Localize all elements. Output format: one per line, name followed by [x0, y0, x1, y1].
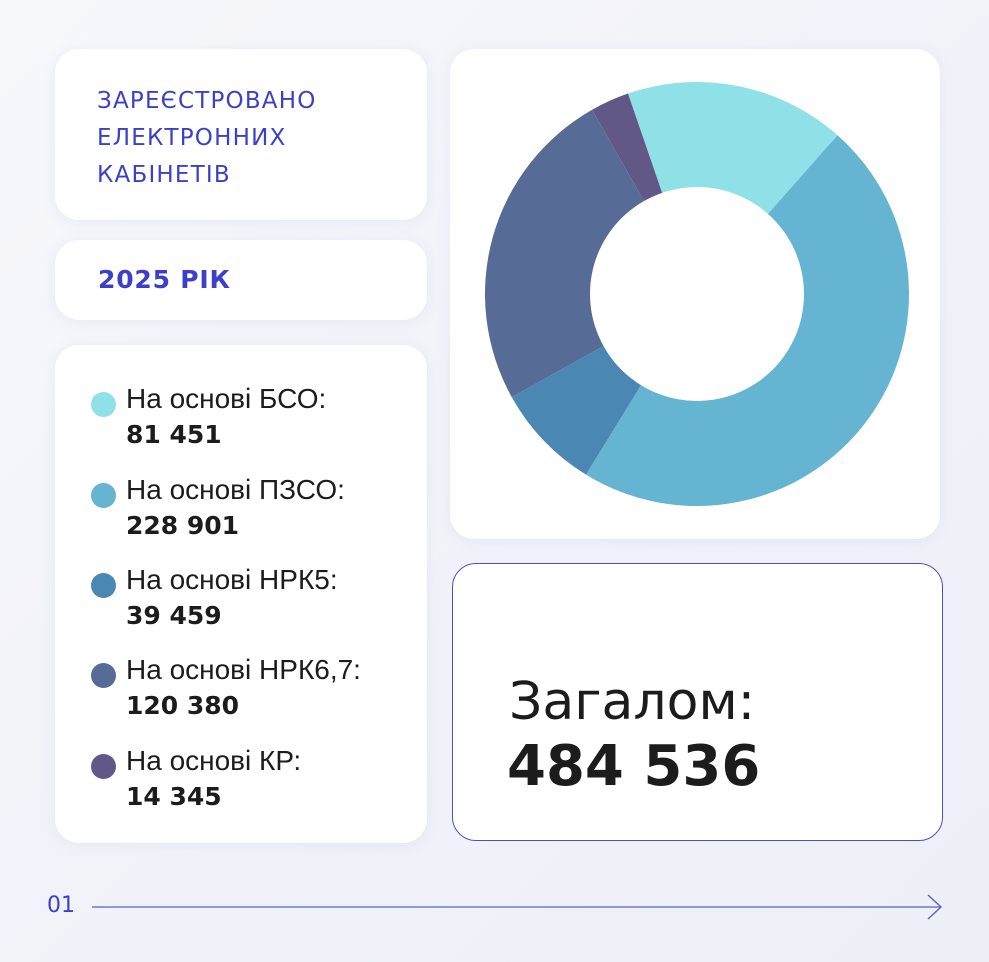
page-number: 01: [47, 893, 75, 918]
chart-legend: На основі БСО: 81 451 На основі ПЗСО: 22…: [55, 345, 427, 843]
year-card: 2025 РІК: [55, 240, 427, 320]
donut-slice-bso: [627, 82, 838, 214]
chart-card: [450, 49, 940, 539]
donut-slice-nrk67: [485, 109, 645, 398]
legend-label-bso: На основі БСО:: [126, 383, 327, 414]
total-value: 484 536: [507, 734, 761, 799]
legend-dot-bso: [91, 392, 116, 417]
legend-label-kr: На основі КР:: [126, 745, 302, 776]
total-card: Загалом: 484 536: [452, 563, 943, 841]
year-label: 2025 РІК: [98, 265, 231, 294]
page-title: ЗАРЕЄСТРОВАНО ЕЛЕКТРОННИХ КАБІНЕТІВ: [97, 88, 317, 188]
legend-value-bso: 81 451: [126, 420, 222, 449]
legend-value-nrk5: 39 459: [126, 601, 222, 630]
title-card: ЗАРЕЄСТРОВАНО ЕЛЕКТРОННИХ КАБІНЕТІВ: [55, 49, 427, 220]
legend-label-pzso: На основі ПЗСО:: [126, 474, 345, 505]
total-label: Загалом:: [509, 672, 756, 732]
legend-value-kr: 14 345: [126, 782, 222, 811]
legend-dot-pzso: [91, 483, 116, 508]
arrow-right-icon: [92, 894, 943, 920]
legend-dot-nrk67: [91, 663, 116, 688]
legend-value-nrk67: 120 380: [126, 691, 240, 720]
donut-slice-kr: [592, 93, 663, 202]
legend-dot-nrk5: [91, 573, 116, 598]
legend-label-nrk67: На основі НРК6,7:: [126, 654, 361, 685]
legend-dot-kr: [91, 754, 116, 779]
donut-slice-pzso: [585, 135, 910, 507]
donut-slice-nrk5: [511, 346, 641, 475]
legend-value-pzso: 228 901: [126, 511, 240, 540]
legend-label-nrk5: На основі НРК5:: [126, 564, 338, 595]
donut-chart: [485, 82, 910, 507]
